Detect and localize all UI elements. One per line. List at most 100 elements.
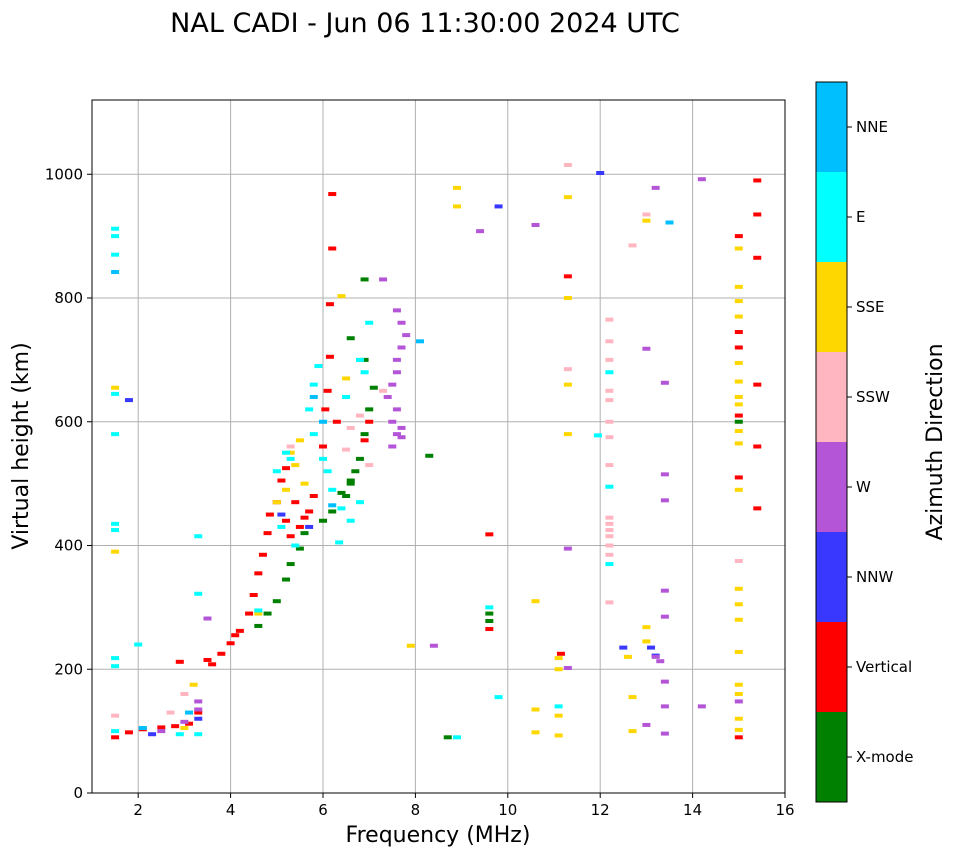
colorbar-segment	[816, 262, 847, 352]
data-point-ssw	[379, 388, 388, 393]
data-point-e	[282, 450, 291, 455]
data-point-e	[111, 432, 120, 437]
data-point-sse	[554, 656, 563, 661]
data-point-w	[194, 699, 203, 704]
data-point-sse	[342, 376, 351, 381]
data-point-sse	[337, 294, 346, 299]
data-point-w	[563, 546, 572, 551]
colorbar-label: Azimuth Direction	[923, 343, 948, 540]
data-point-ssw	[286, 444, 295, 449]
data-point-w	[476, 229, 485, 234]
colorbar-segment	[816, 82, 847, 172]
data-point-ssw	[605, 435, 614, 440]
data-point-vertical	[217, 651, 226, 656]
data-point-sse	[734, 727, 743, 732]
colorbar-tick-label: X-mode	[856, 748, 913, 766]
data-point-w	[397, 320, 406, 325]
data-point-e	[365, 320, 374, 325]
data-point-w	[642, 722, 651, 727]
data-point-nnw	[619, 645, 628, 650]
data-point-nne	[185, 710, 194, 715]
data-point-ssw	[605, 552, 614, 557]
data-point-e	[111, 252, 120, 257]
data-point-sse	[734, 586, 743, 591]
colorbar-frame	[815, 81, 848, 803]
data-point-x-mode	[272, 599, 281, 604]
x-tick-label: 16	[775, 801, 794, 819]
data-point-w	[656, 659, 665, 664]
y-tick-label: 400	[54, 537, 83, 555]
data-point-sse	[734, 487, 743, 492]
colorbar: X-mode Vertical NNW W SSW SSE E NNE	[815, 81, 913, 803]
data-point-w	[392, 357, 401, 362]
data-point-vertical	[734, 345, 743, 350]
data-point-w	[392, 407, 401, 412]
x-tick-label: 10	[498, 801, 517, 819]
data-point-sse	[734, 299, 743, 304]
data-point-vertical	[556, 651, 565, 656]
x-tick-label: 8	[411, 801, 421, 819]
data-point-x-mode	[346, 336, 355, 341]
data-point-sse	[734, 284, 743, 289]
data-point-vertical	[319, 444, 327, 449]
data-point-sse	[282, 487, 291, 492]
data-point-sse	[531, 599, 540, 604]
data-point-e	[314, 364, 323, 369]
data-point-vertical	[263, 531, 272, 536]
data-point-ssw	[605, 600, 614, 605]
x-tick-label: 4	[226, 801, 236, 819]
data-point-sse	[734, 649, 743, 654]
data-point-sse	[642, 625, 651, 630]
data-point-x-mode	[337, 490, 346, 495]
data-point-ssw	[111, 713, 120, 718]
data-point-sse	[531, 707, 540, 712]
data-point-sse	[734, 602, 743, 607]
data-point-e	[554, 704, 563, 709]
data-point-nnw	[494, 204, 503, 209]
data-point-vertical	[305, 509, 314, 514]
data-point-sse	[734, 441, 743, 446]
data-point-e	[319, 456, 327, 461]
data-point-e	[111, 234, 120, 239]
data-point-x-mode	[734, 419, 743, 424]
data-point-w	[203, 616, 212, 621]
data-point-vertical	[485, 532, 494, 537]
data-point-nnw	[124, 398, 133, 403]
data-point-e	[342, 395, 351, 399]
data-point-x-mode	[355, 456, 364, 461]
data-point-vertical	[185, 721, 194, 726]
data-point-e	[309, 382, 318, 387]
data-point-vertical	[325, 354, 334, 359]
data-point-vertical	[258, 552, 267, 557]
data-point-nne	[138, 726, 147, 731]
data-point-vertical	[365, 419, 374, 424]
data-point-x-mode	[342, 494, 351, 498]
x-tick-label: 2	[133, 801, 143, 819]
data-point-sse	[554, 667, 563, 672]
y-tick-label: 1000	[45, 165, 83, 183]
y-axis-ticks: 0 200 400 600 800 1000	[45, 165, 92, 802]
data-point-e	[111, 528, 120, 533]
data-point-w	[397, 345, 406, 350]
data-point-w	[697, 704, 706, 709]
data-point-sse	[734, 379, 743, 384]
data-point-w	[531, 222, 540, 227]
data-point-sse	[734, 682, 743, 687]
data-point-x-mode	[282, 577, 291, 582]
data-point-nnw	[194, 716, 203, 721]
data-point-vertical	[208, 662, 217, 667]
data-point-vertical	[753, 178, 762, 183]
data-point-w	[734, 699, 743, 704]
data-point-w	[642, 346, 651, 351]
data-point-w	[383, 395, 392, 399]
data-point-sse	[734, 617, 743, 622]
colorbar-tick-label: Vertical	[856, 658, 912, 676]
data-point-sse	[734, 429, 743, 434]
data-point-w	[397, 425, 406, 430]
data-point-w	[429, 643, 438, 648]
data-point-vertical	[323, 388, 332, 393]
data-point-sse	[180, 726, 189, 731]
data-point-e	[605, 484, 614, 489]
data-point-x-mode	[286, 562, 295, 567]
data-point-sse	[272, 500, 281, 505]
